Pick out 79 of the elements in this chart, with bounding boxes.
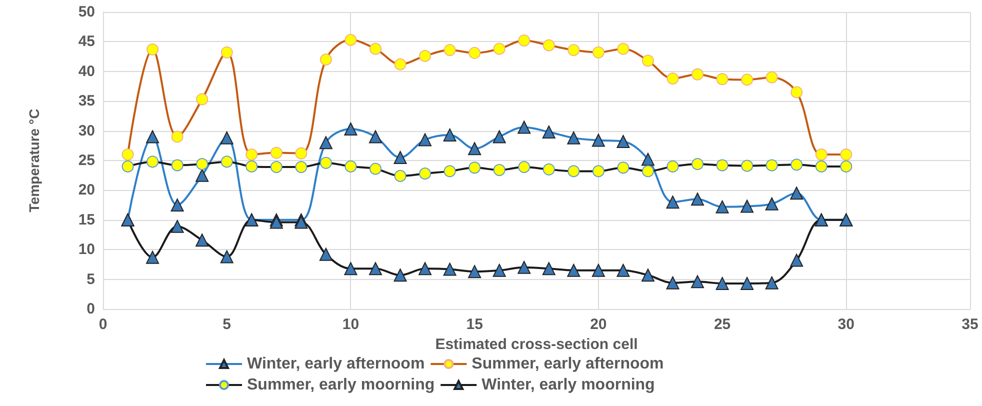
y-axis-title: Temperature °C [26, 108, 42, 212]
y-tick-label: 30 [78, 122, 95, 140]
point [567, 131, 580, 144]
y-tick-label: 5 [86, 270, 95, 288]
point [418, 133, 432, 146]
y-tick-label: 40 [78, 62, 95, 80]
point [121, 213, 134, 226]
point [716, 276, 729, 290]
point [146, 130, 160, 144]
point [814, 213, 828, 226]
x-tick-label: 25 [714, 316, 731, 333]
point [443, 128, 456, 142]
x-tick-label: 30 [838, 316, 854, 333]
point [270, 216, 283, 229]
point [542, 125, 556, 138]
point [418, 262, 432, 276]
point [616, 264, 630, 277]
point [196, 168, 209, 182]
x-tick-label: 15 [466, 316, 483, 333]
y-tick-label: 20 [78, 182, 95, 199]
point [641, 268, 654, 282]
point [518, 120, 531, 134]
y-tick-label: 35 [78, 92, 95, 110]
point [790, 186, 804, 200]
legend-label: Winter, early moorning [482, 376, 655, 394]
point [691, 192, 704, 206]
legend-label: Winter, early afternoom [247, 356, 425, 372]
point [170, 198, 184, 212]
point [468, 265, 482, 278]
point [666, 276, 680, 290]
point [394, 268, 407, 282]
point [394, 151, 407, 164]
point [790, 254, 804, 267]
point [740, 200, 754, 213]
point [567, 264, 580, 277]
point [616, 134, 630, 148]
point [691, 275, 704, 288]
legend-label: Summer, early afternoom [472, 356, 664, 372]
x-tick-label: 0 [98, 316, 108, 333]
point [592, 264, 605, 277]
point [220, 131, 234, 144]
legend-label: Summer, early moorning [247, 376, 435, 394]
x-tick-label: 20 [590, 316, 607, 333]
y-tick-label: 10 [78, 241, 95, 258]
point [245, 213, 258, 226]
point [319, 136, 332, 150]
point [641, 152, 654, 166]
point [294, 216, 308, 229]
point [196, 234, 209, 247]
point [518, 260, 531, 274]
point [443, 262, 456, 276]
point [492, 130, 506, 144]
point [319, 248, 332, 261]
point [170, 220, 184, 233]
point [740, 276, 754, 290]
point [146, 250, 160, 264]
point [592, 134, 605, 147]
y-tick-label: 50 [78, 4, 95, 20]
y-tick-label: 0 [86, 300, 95, 318]
point [468, 142, 482, 156]
point [368, 262, 382, 276]
point [492, 264, 506, 277]
point [344, 122, 358, 136]
x-tick-label: 5 [222, 316, 232, 333]
point [542, 262, 556, 276]
point [840, 213, 853, 226]
point [220, 250, 234, 264]
y-tick-label: 45 [78, 33, 95, 50]
point [765, 197, 778, 210]
point [765, 276, 778, 290]
x-tick-label: 10 [342, 316, 360, 333]
point [344, 262, 358, 276]
x-tick-label: 35 [962, 316, 978, 333]
point [716, 200, 729, 214]
point [666, 196, 680, 209]
y-tick-label: 25 [78, 152, 95, 169]
x-axis-title: Estimated cross-section cell [435, 336, 638, 353]
point [368, 130, 382, 144]
y-tick-label: 15 [78, 211, 95, 228]
